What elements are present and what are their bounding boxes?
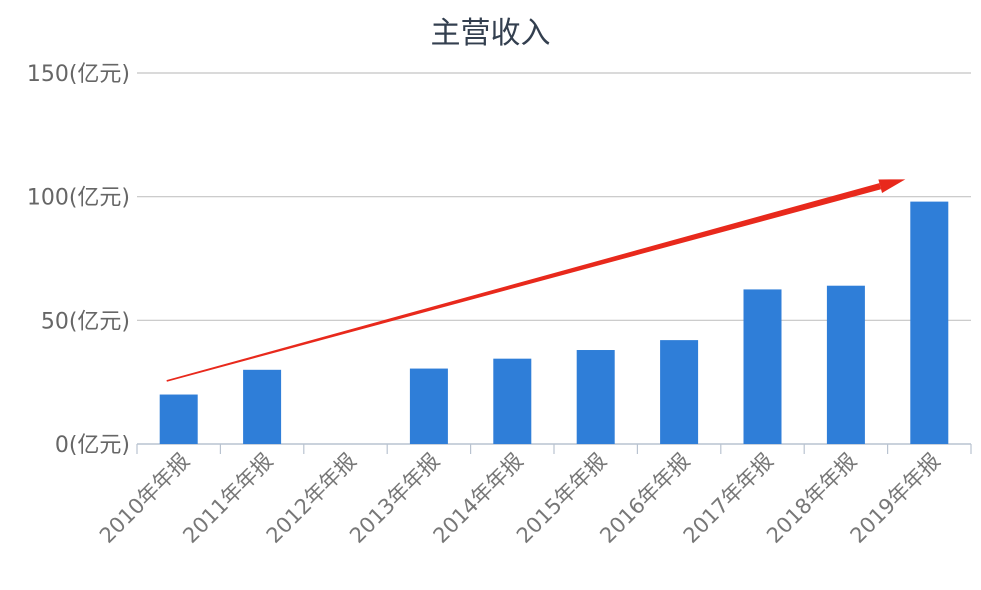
bar bbox=[910, 201, 949, 444]
bar bbox=[743, 289, 782, 444]
bar bbox=[409, 368, 448, 444]
bar bbox=[826, 285, 865, 444]
y-tick-label: 50(亿元) bbox=[41, 309, 130, 334]
bar bbox=[159, 394, 198, 444]
bar bbox=[660, 340, 699, 444]
y-tick-label: 150(亿元) bbox=[27, 62, 130, 87]
bar bbox=[243, 369, 282, 444]
trend-arrow-head bbox=[878, 179, 906, 193]
bar bbox=[576, 350, 615, 444]
y-tick-label: 100(亿元) bbox=[27, 186, 130, 211]
x-tick-label: 2019年年报 bbox=[846, 449, 945, 548]
y-tick-label: 0(亿元) bbox=[55, 433, 130, 458]
bar bbox=[493, 358, 532, 444]
chart-title: 主营收入 bbox=[430, 16, 551, 51]
trend-arrow-shaft bbox=[166, 183, 882, 382]
